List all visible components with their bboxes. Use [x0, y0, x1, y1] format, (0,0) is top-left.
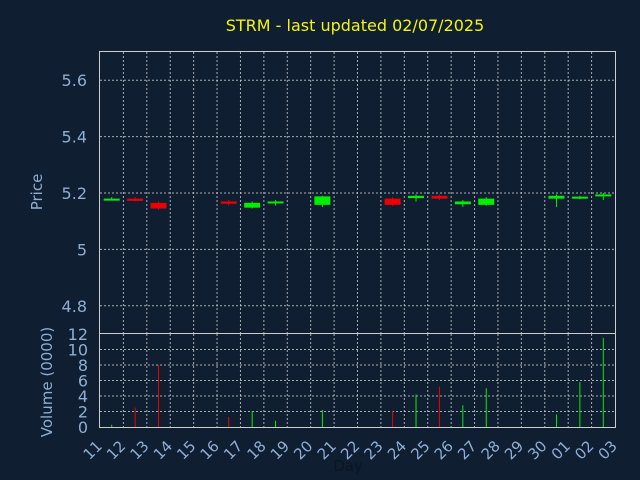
candle-body	[478, 198, 495, 205]
price-axis: 4.8 5 5.2 5.4 5.6	[62, 71, 87, 316]
x-tick-label: 17	[220, 437, 246, 463]
candle-body	[314, 196, 331, 205]
volume-tick-label: 8	[78, 356, 88, 375]
candle-body	[384, 198, 401, 205]
x-tick-label: 01	[548, 437, 574, 463]
candle-body	[220, 201, 237, 204]
x-tick-label: 13	[126, 437, 152, 463]
candle-body	[267, 201, 284, 204]
x-tick-label: 20	[290, 437, 316, 463]
candle-body	[244, 202, 261, 208]
volume-plot-border	[99, 333, 616, 428]
candle-body	[571, 196, 588, 199]
x-tick-label: 16	[197, 437, 223, 463]
x-tick-label: 11	[80, 437, 106, 463]
volume-series	[111, 337, 604, 427]
candle-body	[548, 195, 565, 199]
price-tick-label: 5.6	[62, 71, 87, 90]
candle-body	[103, 198, 120, 201]
x-tick-label: 27	[454, 437, 480, 463]
price-axis-title: Price	[28, 174, 46, 211]
volume-tick-label: 6	[78, 372, 88, 391]
x-tick-label: 28	[478, 437, 504, 463]
x-tick-label: 25	[407, 437, 433, 463]
x-tick-label: 29	[501, 437, 527, 463]
x-tick-label: 19	[267, 437, 293, 463]
x-tick-label: 23	[361, 437, 387, 463]
price-grid	[100, 52, 615, 334]
candlestick-series	[103, 193, 612, 210]
x-tick-label: 12	[103, 437, 129, 463]
volume-tick-label: 4	[78, 387, 88, 406]
candle-body	[454, 201, 471, 205]
x-tick-label: 14	[150, 437, 176, 463]
candle-body	[127, 198, 144, 201]
x-tick-label: 18	[243, 437, 269, 463]
x-tick-label: 03	[595, 437, 621, 463]
x-tick-label: 02	[571, 437, 597, 463]
price-tick-label: 5	[77, 240, 87, 259]
price-tick-label: 5.2	[62, 184, 87, 203]
candle-body	[595, 194, 612, 197]
volume-tick-label: 0	[78, 418, 88, 437]
price-tick-label: 5.4	[62, 128, 87, 147]
candle-body	[150, 202, 167, 209]
price-panel: 4.8 5 5.2 5.4 5.6 Price	[28, 51, 616, 334]
price-tick-label: 4.8	[62, 297, 87, 316]
x-tick-label: 26	[431, 437, 457, 463]
candle-body	[431, 195, 448, 199]
candle-body	[408, 195, 425, 199]
chart-title: STRM - last updated 02/07/2025	[226, 16, 485, 35]
volume-axis-title: Volume (0000)	[38, 327, 56, 437]
x-axis-title: Day	[333, 457, 363, 475]
x-tick-label: 30	[524, 437, 550, 463]
volume-grid	[100, 334, 615, 427]
x-tick-label: 24	[384, 437, 410, 463]
x-tick-label: 15	[173, 437, 199, 463]
volume-tick-label: 2	[78, 403, 88, 422]
volume-tick-label: 10	[68, 341, 88, 360]
volume-tick-label: 12	[68, 325, 88, 344]
